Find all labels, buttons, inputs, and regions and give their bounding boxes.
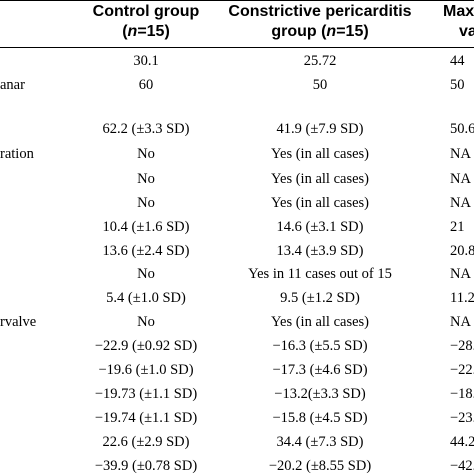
maximum-value: NA — [450, 314, 471, 330]
control-value: No — [137, 171, 155, 187]
row-label — [0, 406, 60, 430]
cp-value: −20.2 (±8.55 SD) — [268, 458, 372, 474]
row-label: anar — [0, 77, 25, 93]
cp-value: 25.72 — [303, 53, 337, 69]
maximum-value: 50 — [450, 77, 465, 93]
control-value: −22.9 (±0.92 SD) — [94, 338, 198, 354]
row-label — [0, 430, 60, 454]
maximum-value: −22.2 — [450, 362, 474, 378]
control-value: 60 — [138, 77, 154, 93]
control-value: 5.4 (±1.0 SD) — [106, 290, 186, 306]
control-value: −19.74 (±1.1 SD) — [94, 410, 198, 426]
row-label — [0, 286, 60, 310]
cp-value: Yes (in all cases) — [271, 146, 369, 162]
cp-value: −15.8 (±4.5 SD) — [272, 410, 368, 426]
cp-value: 34.4 (±7.3 SD) — [276, 434, 364, 450]
row-label — [0, 382, 60, 406]
maximum-value: −28.7 — [450, 338, 474, 354]
row-label — [0, 49, 60, 73]
row-label — [0, 215, 60, 239]
cp-value: Yes (in all cases) — [271, 314, 369, 330]
cp-value: Yes (in all cases) — [271, 171, 369, 187]
table-row: No Yes (in all cases) NA — [0, 191, 474, 215]
row-label — [0, 167, 60, 191]
row-label — [0, 334, 60, 358]
table-row: −19.6 (±1.0 SD) −17.3 (±4.6 SD) −22.2 — [0, 358, 474, 382]
maximum-value: 20.8 — [450, 243, 474, 259]
header-maximum-line1: Maxim — [443, 3, 474, 20]
top-rule — [0, 0, 474, 1]
control-value: −39.9 (±0.78 SD) — [94, 458, 198, 474]
table-row: 22.6 (±2.9 SD) 34.4 (±7.3 SD) 44.2 — [0, 430, 474, 454]
header-control-group: Control group (n=15) — [84, 2, 208, 42]
control-value: No — [137, 314, 155, 330]
table-row: 10.4 (±1.6 SD) 14.6 (±3.1 SD) 21 — [0, 215, 474, 239]
table-row: −22.9 (±0.92 SD) −16.3 (±5.5 SD) −28.7 — [0, 334, 474, 358]
maximum-value: NA — [450, 266, 471, 282]
header-rule — [0, 47, 474, 48]
table-row: 5.4 (±1.0 SD) 9.5 (±1.2 SD) 11.2 — [0, 286, 474, 310]
maximum-value: NA — [450, 146, 471, 162]
row-label: ration — [0, 146, 34, 162]
table-row: −19.74 (±1.1 SD) −15.8 (±4.5 SD) −23.7 — [0, 406, 474, 430]
header-maximum: Maxim valu — [443, 2, 474, 42]
header-control-line1: Control group — [92, 3, 200, 20]
control-value: 13.6 (±2.4 SD) — [102, 243, 190, 259]
cp-value: 14.6 (±3.1 SD) — [276, 219, 364, 235]
control-value: −19.73 (±1.1 SD) — [94, 386, 198, 402]
maximum-value: NA — [450, 195, 471, 211]
header-control-line2: (n=15) — [122, 23, 170, 40]
table-row: 62.2 (±3.3 SD) 41.9 (±7.9 SD) 50.6 — [0, 117, 474, 141]
table-row: 30.1 25.72 44 — [0, 49, 474, 73]
cp-value: 13.4 (±3.9 SD) — [276, 243, 364, 259]
table-row: 13.6 (±2.4 SD) 13.4 (±3.9 SD) 20.8 — [0, 239, 474, 263]
maximum-value: 11.2 — [450, 290, 474, 306]
row-label — [0, 454, 60, 474]
table-row: ration No Yes (in all cases) NA — [0, 142, 474, 166]
row-label — [0, 262, 60, 286]
table-row: No Yes in 11 cases out of 15 NA — [0, 262, 474, 286]
control-value: −19.6 (±1.0 SD) — [98, 362, 194, 378]
maximum-value: 50.6 — [450, 121, 474, 137]
control-value: No — [137, 195, 155, 211]
header-maximum-line2: valu — [459, 23, 474, 40]
row-label — [0, 191, 60, 215]
header-cp-group: Constrictive pericarditis group (n=15) — [214, 2, 426, 42]
maximum-value: 21 — [450, 219, 465, 235]
cp-value: Yes (in all cases) — [271, 195, 369, 211]
table-row: rvalve No Yes (in all cases) NA — [0, 310, 474, 334]
cp-value: −17.3 (±4.6 SD) — [272, 362, 368, 378]
header-cp-line1: Constrictive pericarditis — [228, 3, 412, 20]
control-value: 10.4 (±1.6 SD) — [102, 219, 190, 235]
cp-value: 50 — [312, 77, 328, 93]
row-label — [0, 117, 60, 141]
header-cp-line2: group (n=15) — [271, 23, 369, 40]
maximum-value: −23.7 — [450, 410, 474, 426]
maximum-value: 44 — [450, 53, 465, 69]
maximum-value: 44.2 — [450, 434, 474, 450]
table-row: anar 60 50 50 — [0, 73, 474, 97]
control-value: No — [137, 266, 155, 282]
cp-value: −13.2(±3.3 SD) — [274, 386, 366, 402]
cp-value: 9.5 (±1.2 SD) — [280, 290, 360, 306]
row-label — [0, 358, 60, 382]
maximum-value: −18.6 — [450, 386, 474, 402]
table-row: −39.9 (±0.78 SD) −20.2 (±8.55 SD) −42.2 — [0, 454, 474, 474]
control-value: No — [137, 146, 155, 162]
control-value: 30.1 — [133, 53, 159, 69]
table-row: −19.73 (±1.1 SD) −13.2(±3.3 SD) −18.6 — [0, 382, 474, 406]
row-label — [0, 239, 60, 263]
maximum-value: NA — [450, 171, 471, 187]
cp-value: 41.9 (±7.9 SD) — [276, 121, 364, 137]
table-row: No Yes (in all cases) NA — [0, 167, 474, 191]
cp-value: −16.3 (±5.5 SD) — [272, 338, 368, 354]
row-label: rvalve — [0, 314, 37, 330]
maximum-value: −42.2 — [450, 458, 474, 474]
control-value: 22.6 (±2.9 SD) — [102, 434, 190, 450]
control-value: 62.2 (±3.3 SD) — [102, 121, 190, 137]
cp-value: Yes in 11 cases out of 15 — [248, 266, 392, 282]
